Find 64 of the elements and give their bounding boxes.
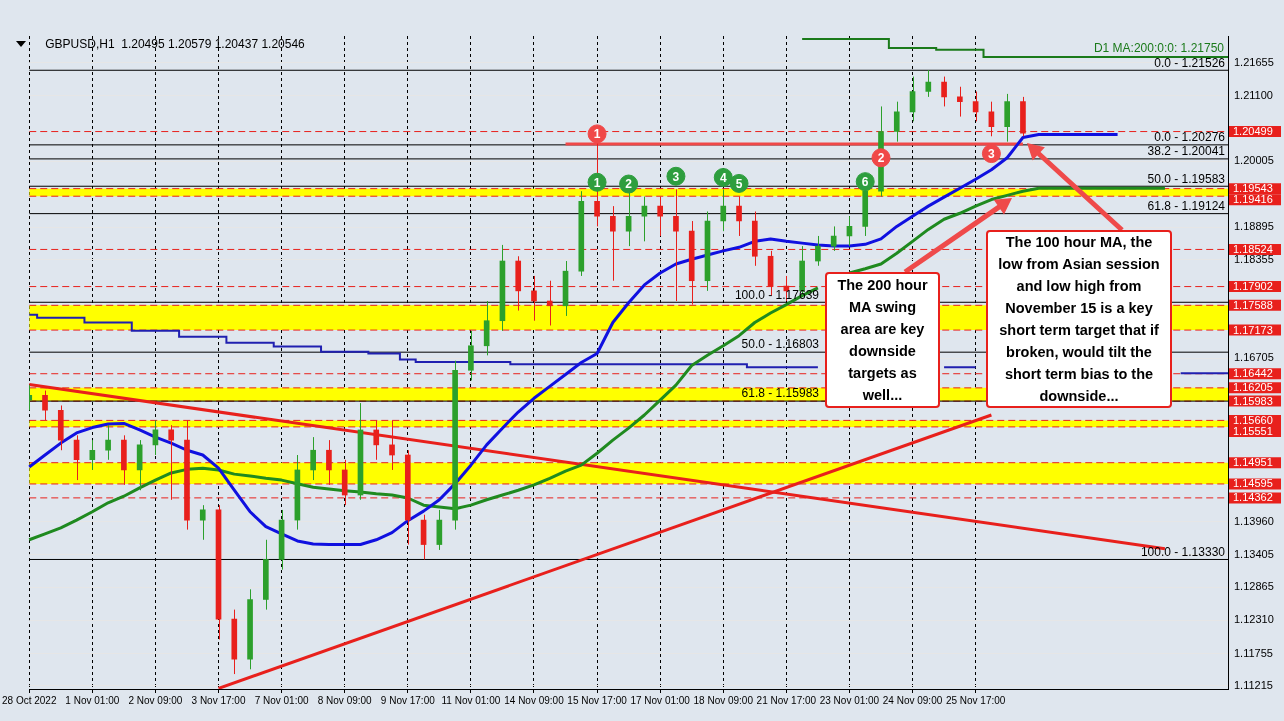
annotation: 38.2 - 1.20041 — [1147, 144, 1226, 159]
ref-line-label: 1.15660 — [1233, 413, 1273, 426]
ref-line-label: 1.18524 — [1233, 242, 1273, 255]
ref-line-label: 1.15983 — [1233, 394, 1273, 407]
annotation: 3 — [988, 146, 996, 161]
x-tick-label: 21 Nov 17:00 — [756, 694, 817, 706]
y-tick-label: 1.18895 — [1234, 220, 1274, 233]
y-tick-label: 1.12310 — [1234, 613, 1274, 626]
annotation: 100.0 - 1.13330 — [1140, 544, 1226, 559]
x-tick-label: 2 Nov 09:00 — [128, 694, 183, 706]
y-tick-label: 1.13405 — [1234, 548, 1274, 561]
ref-line-label: 1.16205 — [1233, 381, 1273, 394]
y-tick-label: 1.12865 — [1234, 580, 1274, 593]
x-tick-label: 15 Nov 17:00 — [567, 694, 628, 706]
annotation: 0.0 - 1.20276 — [1154, 130, 1226, 145]
ref-line-label: 1.17173 — [1233, 323, 1273, 336]
x-tick-label: 24 Nov 09:00 — [882, 694, 943, 706]
annotation: The 200 hour MA swing area are key downside targets as well... — [825, 272, 940, 408]
series-label: D1 MA:200:0:0: 1.21750 — [1093, 41, 1225, 56]
ref-line-label: 1.16442 — [1233, 367, 1273, 380]
x-tick-label: 28 Oct 2022 — [2, 694, 57, 706]
y-tick-label: 1.11215 — [1234, 678, 1273, 691]
y-tick-label: 1.13960 — [1234, 514, 1274, 527]
x-tick-label: 14 Nov 09:00 — [504, 694, 565, 706]
y-tick-label: 1.20005 — [1234, 154, 1274, 167]
x-tick-label: 18 Nov 09:00 — [693, 694, 754, 706]
x-tick-label: 25 Nov 17:00 — [945, 694, 1006, 706]
ref-line-label: 1.14595 — [1233, 477, 1273, 490]
ref-line-label: 1.15551 — [1233, 424, 1273, 437]
ref-line-label: 1.14362 — [1233, 491, 1273, 504]
annotation: 0.0 - 1.21526 — [1154, 55, 1226, 70]
annotation: 50.0 - 1.16803 — [741, 337, 820, 352]
y-tick-label: 1.18355 — [1234, 252, 1274, 265]
x-tick-label: 17 Nov 01:00 — [630, 694, 691, 706]
annotation: 1 — [593, 127, 601, 142]
annotation: 61.8 - 1.19124 — [1147, 198, 1226, 213]
x-tick-label: 9 Nov 17:00 — [380, 694, 436, 706]
y-tick-label: 1.21655 — [1234, 55, 1274, 68]
x-tick-label: 23 Nov 01:00 — [819, 694, 880, 706]
annotation: 2 — [877, 151, 885, 166]
ref-line-label: 1.19416 — [1233, 193, 1273, 206]
annotation: The 100 hour MA, the low from Asian session and low high from November 15 is a key short term target that if broken, would tilt the short term bias to the downside... — [986, 230, 1172, 408]
ref-line-label: 1.14951 — [1233, 456, 1273, 469]
ref-line-label: 1.17902 — [1233, 280, 1273, 293]
annotation: 50.0 - 1.19583 — [1147, 171, 1226, 186]
chart-title: GBPUSD,H1 1.20495 1.20579 1.20437 1.20546 — [45, 37, 306, 52]
y-tick-label: 1.11755 — [1234, 646, 1273, 659]
x-tick-label: 7 Nov 01:00 — [254, 694, 310, 706]
y-tick-label: 1.21100 — [1234, 88, 1273, 101]
annotation: 2 — [625, 177, 633, 192]
x-tick-label: 11 Nov 01:00 — [441, 694, 501, 706]
y-tick-label: 1.16705 — [1234, 351, 1274, 364]
annotation: 4 — [719, 170, 727, 185]
annotation: 61.8 - 1.15983 — [741, 386, 820, 401]
x-tick-label: 3 Nov 17:00 — [191, 694, 246, 706]
annotation: 3 — [672, 169, 680, 184]
ref-line-label: 1.19543 — [1233, 182, 1273, 195]
x-tick-label: 1 Nov 01:00 — [65, 694, 120, 706]
annotation: 6 — [861, 174, 869, 189]
ref-line-label: 1.17588 — [1233, 298, 1273, 311]
annotation: 1 — [593, 175, 601, 190]
ref-line-label: 1.20499 — [1233, 125, 1273, 138]
x-tick-label: 8 Nov 09:00 — [317, 694, 373, 706]
annotation: 5 — [735, 176, 743, 191]
